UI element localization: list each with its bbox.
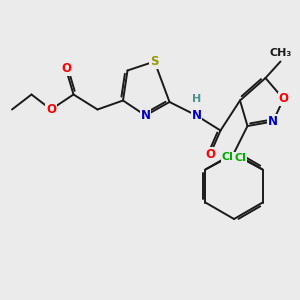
Text: Cl: Cl	[222, 152, 234, 163]
Text: O: O	[278, 92, 289, 106]
Text: N: N	[191, 109, 202, 122]
Text: H: H	[192, 94, 201, 104]
Text: O: O	[205, 148, 215, 161]
Text: S: S	[150, 55, 159, 68]
Text: N: N	[140, 109, 151, 122]
Text: O: O	[61, 62, 71, 76]
Text: O: O	[46, 103, 56, 116]
Text: Cl: Cl	[234, 152, 246, 163]
Text: CH₃: CH₃	[269, 48, 292, 58]
Text: N: N	[268, 115, 278, 128]
